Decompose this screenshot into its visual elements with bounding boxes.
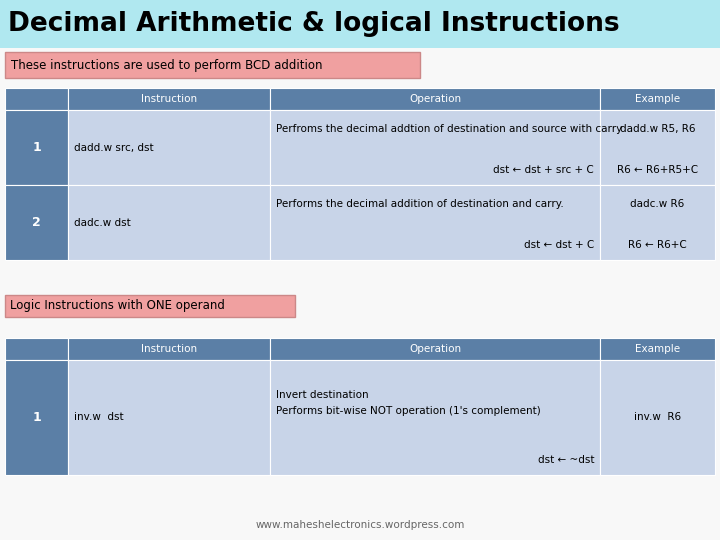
Text: Example: Example	[635, 94, 680, 104]
Text: www.maheshelectronics.wordpress.com: www.maheshelectronics.wordpress.com	[256, 520, 464, 530]
Text: Example: Example	[635, 344, 680, 354]
Text: inv.w  R6: inv.w R6	[634, 413, 681, 422]
Text: dadc.w dst: dadc.w dst	[74, 218, 131, 227]
Bar	[600, 185, 715, 260]
Bar	[0, 0, 720, 48]
Text: 1: 1	[32, 141, 41, 154]
Text: dadd.w R5, R6: dadd.w R5, R6	[620, 124, 696, 134]
Bar	[600, 88, 715, 110]
Text: Decimal Arithmetic & logical Instructions: Decimal Arithmetic & logical Instruction…	[8, 11, 620, 37]
Bar	[5, 338, 68, 360]
Bar	[270, 185, 600, 260]
Bar	[600, 360, 715, 475]
Text: R6 ← R6+R5+C: R6 ← R6+R5+C	[617, 165, 698, 175]
Text: Perfroms the decimal addtion of destination and source with carry: Perfroms the decimal addtion of destinat…	[276, 124, 622, 134]
Text: Logic Instructions with ONE operand: Logic Instructions with ONE operand	[10, 300, 225, 313]
Text: dadc.w R6: dadc.w R6	[631, 199, 685, 209]
Bar	[5, 88, 68, 110]
Text: dst ← dst + src + C: dst ← dst + src + C	[493, 165, 594, 175]
Text: 2: 2	[32, 216, 41, 229]
Bar	[5, 295, 295, 317]
Text: dadd.w src, dst: dadd.w src, dst	[74, 143, 153, 152]
Bar	[5, 110, 68, 185]
Text: Operation: Operation	[409, 344, 461, 354]
Bar	[68, 185, 270, 260]
Text: Instruction: Instruction	[141, 344, 197, 354]
Text: 1: 1	[32, 411, 41, 424]
Bar	[270, 110, 600, 185]
Text: dst ← ~dst: dst ← ~dst	[538, 455, 594, 465]
Bar	[68, 88, 270, 110]
Bar	[270, 338, 600, 360]
Bar	[68, 338, 270, 360]
Text: R6 ← R6+C: R6 ← R6+C	[628, 240, 687, 250]
Bar	[68, 110, 270, 185]
Text: Invert destination: Invert destination	[276, 390, 369, 400]
Text: dst ← dst + C: dst ← dst + C	[523, 240, 594, 250]
Bar	[5, 52, 420, 78]
Bar	[5, 185, 68, 260]
Bar	[68, 360, 270, 475]
Text: inv.w  dst: inv.w dst	[74, 413, 124, 422]
Text: Performs bit-wise NOT operation (1's complement): Performs bit-wise NOT operation (1's com…	[276, 406, 541, 416]
Bar	[600, 338, 715, 360]
Bar	[600, 110, 715, 185]
Text: Operation: Operation	[409, 94, 461, 104]
Bar	[270, 360, 600, 475]
Bar	[5, 360, 68, 475]
Bar	[270, 88, 600, 110]
Text: Instruction: Instruction	[141, 94, 197, 104]
Text: Performs the decimal addition of destination and carry.: Performs the decimal addition of destina…	[276, 199, 564, 209]
Text: These instructions are used to perform BCD addition: These instructions are used to perform B…	[11, 58, 323, 71]
